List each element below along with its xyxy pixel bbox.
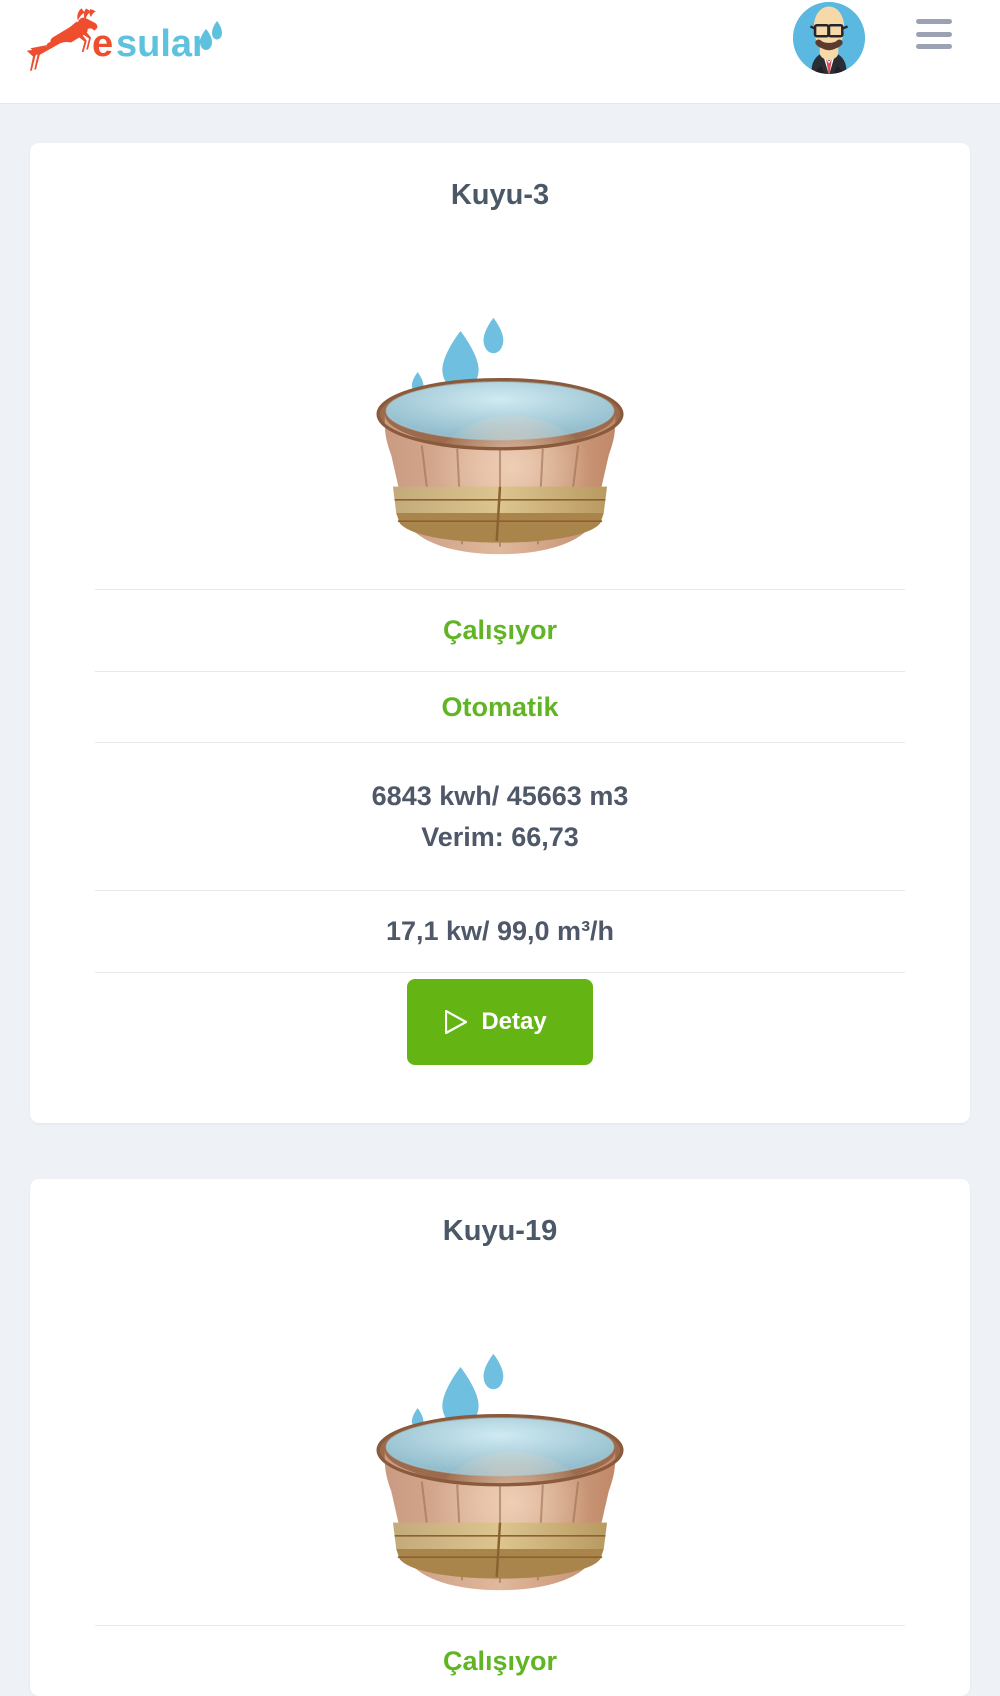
svg-text:sular: sular <box>116 23 207 65</box>
svg-text:e: e <box>92 23 113 65</box>
